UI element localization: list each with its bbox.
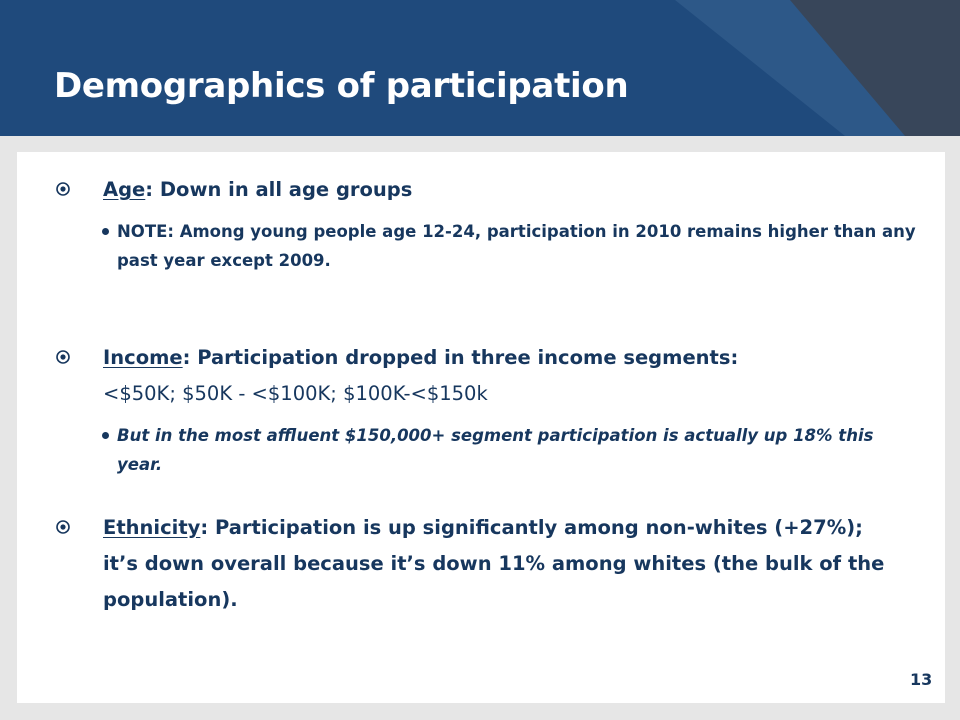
page-number: 13 — [910, 670, 933, 689]
circled-dot-icon — [56, 350, 70, 364]
bullet-ethnicity: Ethnicity: Participation is up significa… — [56, 510, 893, 618]
sub-bullet-age: NOTE: Among young people age 12-24, part… — [102, 217, 917, 275]
bullet-dot-icon — [102, 228, 109, 235]
bullet-label-income: Income — [103, 346, 183, 369]
sub-bullet-income: But in the most affluent $150,000+ segme… — [102, 421, 917, 479]
bullet-text-income: : Participation dropped in three income … — [182, 346, 739, 369]
circled-dot-icon — [56, 520, 70, 534]
sub-bullet-text-income: But in the most affluent $150,000+ segme… — [117, 426, 874, 474]
header-bar: Demographics of participation — [0, 0, 960, 136]
bullet-text-age: : Down in all age groups — [145, 178, 413, 201]
content-panel — [17, 152, 945, 703]
circled-dot-icon — [56, 182, 70, 196]
bullet-age: Age: Down in all age groups — [56, 172, 923, 208]
sub-bullet-text-age: NOTE: Among young people age 12-24, part… — [117, 222, 916, 270]
bullet-text-ethnicity: : Participation is up significantly amon… — [103, 516, 885, 611]
bullet-label-age: Age — [103, 178, 146, 201]
bullet-dot-icon — [102, 432, 109, 439]
bullet-text-income-line2: <$50K; $50K - <$100K; $100K-<$150k — [103, 382, 488, 405]
bullet-income: Income: Participation dropped in three i… — [56, 340, 923, 412]
header-decoration — [675, 0, 960, 136]
slide-title: Demographics of participation — [54, 66, 629, 106]
bullet-label-ethnicity: Ethnicity — [103, 516, 201, 539]
